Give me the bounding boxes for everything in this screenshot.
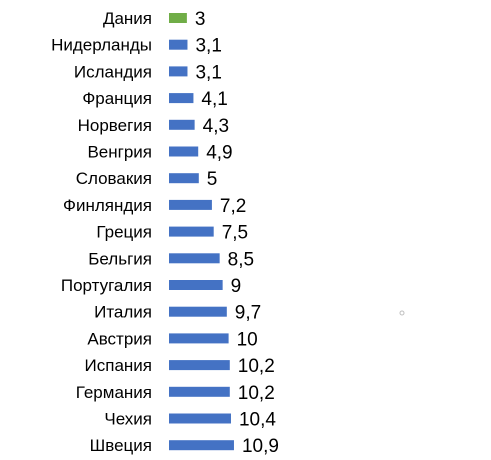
- category-label-14: Германия: [76, 383, 152, 402]
- bar-4: [169, 119, 195, 130]
- bar-5: [169, 146, 199, 157]
- value-label-5: 4,9: [206, 143, 232, 164]
- value-label-16: 10,9: [242, 436, 279, 457]
- category-label-2: Исландия: [74, 62, 152, 81]
- value-label-0: 3: [195, 9, 206, 30]
- value-label-11: 9,7: [235, 303, 261, 324]
- value-label-15: 10,4: [239, 410, 276, 431]
- bar-0: [169, 13, 187, 23]
- value-label-13: 10,2: [238, 356, 275, 377]
- category-label-5: Венгрия: [87, 143, 152, 162]
- bar-15: [169, 413, 231, 424]
- value-label-3: 4,1: [201, 89, 227, 110]
- bar-10: [169, 280, 223, 290]
- value-label-6: 5: [207, 169, 218, 190]
- category-label-6: Словакия: [76, 169, 152, 188]
- category-label-9: Бельгия: [88, 249, 152, 268]
- bar-16: [169, 440, 234, 451]
- bar-7: [169, 199, 212, 210]
- category-label-4: Норвегия: [78, 116, 152, 135]
- category-label-7: Финляндия: [63, 196, 152, 215]
- bar-12: [169, 333, 229, 344]
- bar-8: [169, 226, 214, 237]
- category-label-10: Португалия: [61, 276, 152, 295]
- value-label-2: 3,1: [195, 62, 221, 83]
- category-label-13: Испания: [85, 356, 152, 375]
- category-label-8: Греция: [96, 223, 152, 242]
- category-label-0: Дания: [103, 9, 152, 28]
- bar-6: [169, 173, 199, 184]
- value-label-4: 4,3: [203, 116, 229, 137]
- category-label-12: Австрия: [87, 329, 152, 348]
- value-label-7: 7,2: [220, 196, 246, 217]
- bar-11: [169, 306, 227, 317]
- value-labels: 3 3,1 3,1 4,1 4,3 4,9 57,2 7,5 8,5 9 9,7 10 10,2 10,2…: [195, 9, 279, 457]
- bars: [169, 13, 234, 451]
- value-label-8: 7,5: [222, 223, 248, 244]
- category-label-11: Италия: [94, 303, 152, 322]
- bar-2: [169, 66, 188, 77]
- stray-circle-mark: [399, 310, 405, 316]
- category-label-3: Франция: [82, 89, 152, 108]
- bar-1: [169, 39, 188, 50]
- value-label-9: 8,5: [228, 249, 254, 270]
- category-label-15: Чехия: [104, 410, 152, 429]
- bar-3: [169, 93, 194, 104]
- value-label-1: 3,1: [195, 36, 221, 57]
- bar-9: [169, 253, 220, 264]
- bar-13: [169, 360, 230, 371]
- value-label-12: 10: [237, 329, 258, 350]
- bar-14: [169, 386, 230, 397]
- category-label-1: Нидерланды: [51, 36, 152, 55]
- value-label-10: 9: [231, 276, 242, 297]
- category-label-16: Швеция: [90, 436, 152, 455]
- category-labels: Дания Нидерланды Исландия Франция Норвегия Ве…: [51, 9, 152, 455]
- value-label-14: 10,2: [238, 383, 275, 404]
